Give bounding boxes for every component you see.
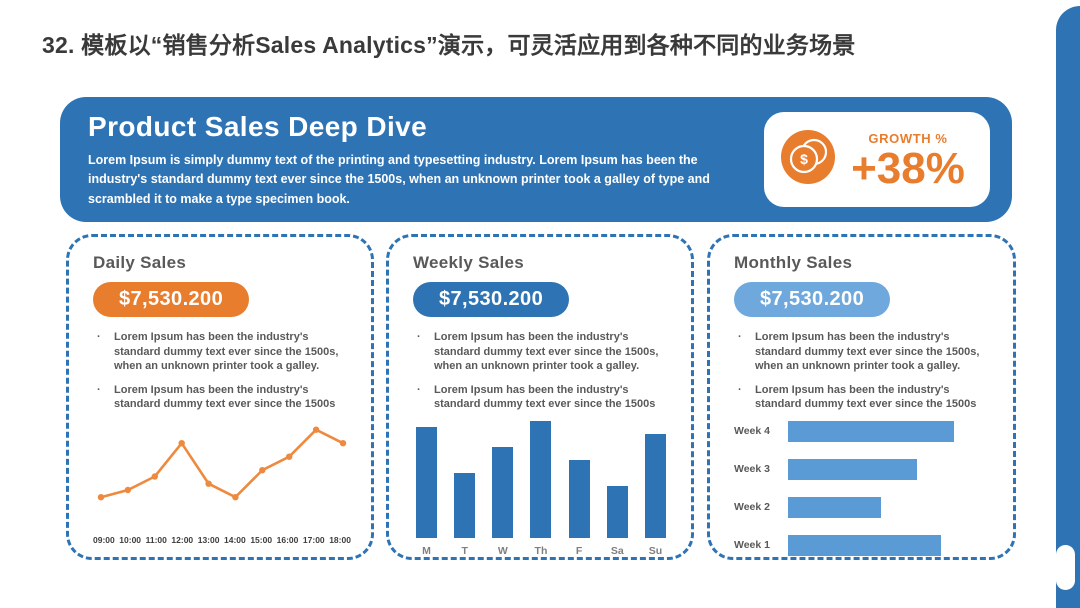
category-label: Sa: [610, 544, 624, 557]
weekly-bar-chart: M T W Th F Sa Su: [413, 420, 669, 557]
category-label: T: [461, 544, 468, 557]
right-edge-decoration-notch: [1056, 545, 1075, 590]
header-title: Product Sales Deep Dive: [88, 111, 428, 142]
bar: [788, 534, 941, 556]
bar: [788, 420, 954, 442]
category-label: M: [422, 544, 431, 557]
bar: [454, 472, 476, 538]
bar-column: T: [454, 472, 476, 557]
category-label: Su: [648, 544, 663, 557]
growth-label: GROWTH %: [868, 130, 948, 146]
bullet-item: Lorem Ipsum has been the industry's stan…: [413, 383, 669, 412]
bar: [644, 433, 666, 538]
panel-title: Weekly Sales: [413, 253, 525, 272]
monthly-hbar-chart: Week 4 Week 3 Week 2 Week 1: [734, 420, 991, 556]
bullet-list: Lorem Ipsum has been the industry's stan…: [734, 330, 991, 421]
daily-line-chart: 09:00 10:00 11:00 12:00 13:00 14:00 15:00 16:00…: [93, 421, 351, 545]
daily-sales-panel: Daily Sales $7,530.200 Lorem Ipsum has b…: [66, 234, 374, 560]
category-label: Week 4: [734, 425, 770, 438]
bullet-item: Lorem Ipsum has been the industry's stan…: [93, 330, 349, 374]
category-label: W: [497, 544, 508, 557]
bar: [492, 446, 514, 538]
page-title: 32. 模板以“销售分析Sales Analytics”演示，可灵活应用到各种不…: [42, 32, 856, 58]
category-label: Week 1: [734, 539, 770, 552]
category-label: F: [575, 544, 583, 557]
sales-amount-badge: $7,530.200: [734, 282, 891, 317]
bullet-item: Lorem Ipsum has been the industry's stan…: [734, 383, 991, 412]
category-label: Th: [534, 544, 548, 557]
bar: [568, 459, 590, 538]
bullet-item: Lorem Ipsum has been the industry's stan…: [734, 330, 991, 374]
growth-card: $ GROWTH % +38%: [764, 112, 990, 207]
hbar-row: Week 2: [734, 496, 991, 518]
bullet-list: Lorem Ipsum has been the industry's stan…: [93, 330, 349, 421]
hbar-row: Week 4: [734, 420, 991, 442]
header-description: Lorem Ipsum is simply dummy text of the …: [88, 153, 710, 206]
sales-amount-badge: $7,530.200: [413, 282, 570, 317]
bar-column: Th: [530, 420, 552, 557]
bullet-item: Lorem Ipsum has been the industry's stan…: [413, 330, 669, 374]
growth-value: +38%: [851, 143, 965, 193]
right-edge-decoration: [1056, 6, 1080, 608]
x-axis-labels: 09:00 10:00 11:00 12:00 13:00 14:00 15:00 16:00…: [93, 535, 351, 545]
weekly-sales-panel: Weekly Sales $7,530.200 Lorem Ipsum has …: [386, 234, 694, 560]
bar-column: F: [568, 459, 590, 557]
bar-column: W: [492, 446, 514, 557]
bullet-list: Lorem Ipsum has been the industry's stan…: [413, 330, 669, 421]
hbar-row: Week 3: [734, 458, 991, 480]
bar: [606, 485, 628, 538]
svg-text:$: $: [800, 151, 808, 167]
monthly-sales-panel: Monthly Sales $7,530.200 Lorem Ipsum has…: [707, 234, 1016, 560]
bar-column: Su: [644, 433, 666, 557]
sales-amount-badge: $7,530.200: [93, 282, 250, 317]
bullet-item: Lorem Ipsum has been the industry's stan…: [93, 383, 349, 412]
bar: [788, 496, 881, 518]
category-label: Week 3: [734, 463, 770, 476]
bar: [530, 420, 552, 538]
hbar-row: Week 1: [734, 534, 991, 556]
bar-column: Sa: [606, 485, 628, 557]
coins-dollar-icon: $: [780, 129, 836, 190]
bar-column: M: [416, 426, 437, 557]
bar: [416, 426, 437, 538]
category-label: Week 2: [734, 501, 770, 514]
header-card: Product Sales Deep Dive Lorem Ipsum is s…: [60, 97, 1012, 222]
panel-title: Monthly Sales: [734, 253, 853, 272]
panel-title: Daily Sales: [93, 253, 187, 272]
bar: [788, 458, 917, 480]
